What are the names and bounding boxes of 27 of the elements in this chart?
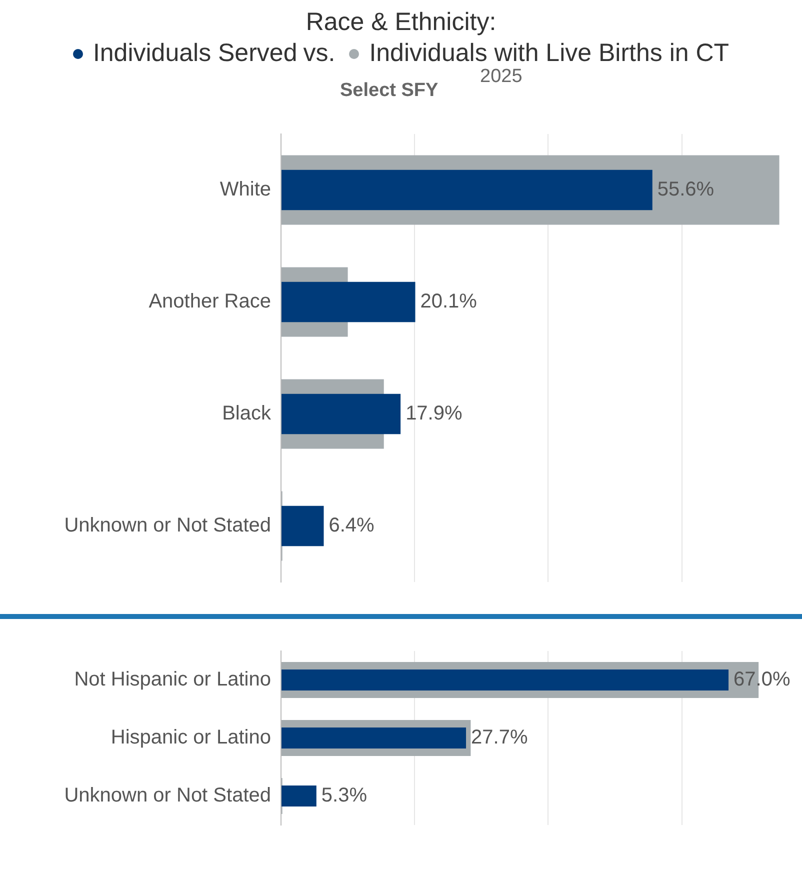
legend-label: Individuals Served (92, 39, 298, 67)
data-label: 17.9% (406, 402, 462, 425)
bar (282, 282, 416, 322)
legend-label: Individuals with Live Births in CT (369, 39, 730, 67)
y-tick-label: Hispanic or Latino (110, 726, 271, 749)
bar (282, 506, 324, 546)
chart-title: Race & Ethnicity: (304, 7, 498, 37)
y-tick-label: Another Race (148, 290, 271, 313)
data-label: 67.0% (734, 668, 790, 691)
text: vs. (303, 39, 336, 67)
y-tick-label: Unknown or Not Stated (64, 514, 271, 537)
y-tick-label: White (220, 178, 271, 201)
y-tick-label: Not Hispanic or Latino (74, 668, 271, 691)
text: 2025 (480, 66, 522, 88)
y-tick-label: Unknown or Not Stated (64, 784, 271, 807)
bar (282, 786, 316, 806)
bar (282, 394, 401, 434)
data-label: 20.1% (420, 290, 478, 313)
bar (282, 728, 466, 748)
chart-subtitle: Select SFY (340, 80, 438, 102)
data-label: 55.6% (657, 178, 714, 201)
data-label: 5.3% (321, 784, 368, 807)
y-tick-label: Black (222, 402, 272, 425)
data-label: 6.4% (328, 514, 375, 537)
bar (282, 170, 652, 210)
bar (282, 670, 729, 690)
data-label: 27.7% (471, 726, 528, 749)
